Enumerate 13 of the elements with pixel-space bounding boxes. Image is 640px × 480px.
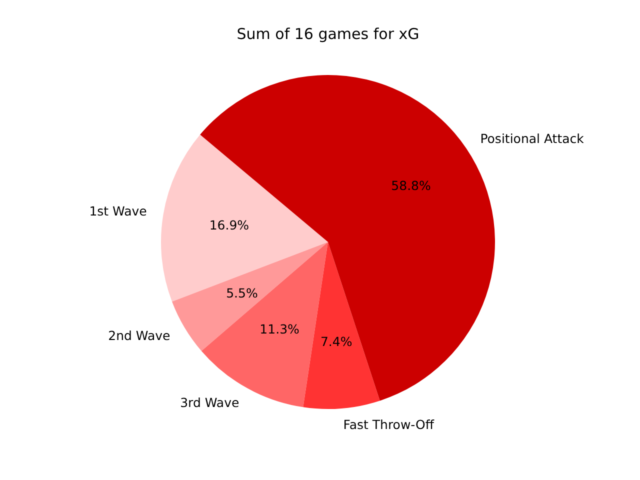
slice-label: 3rd Wave — [180, 394, 240, 410]
data-label: 58.8% — [391, 178, 431, 193]
data-label: 7.4% — [320, 334, 352, 349]
pie-slice — [303, 242, 380, 409]
slice-label: Fast Throw-Off — [343, 417, 434, 432]
slice-label: 1st Wave — [89, 204, 148, 219]
chart-title: Sum of 16 games for xG — [236, 25, 420, 43]
data-label: 5.5% — [226, 285, 258, 300]
data-label: 16.9% — [209, 217, 250, 232]
data-label: 11.3% — [260, 322, 300, 337]
slice-label: 2nd Wave — [108, 328, 171, 344]
slice-label: Positional Attack — [480, 131, 585, 146]
pie-slice — [161, 134, 328, 302]
